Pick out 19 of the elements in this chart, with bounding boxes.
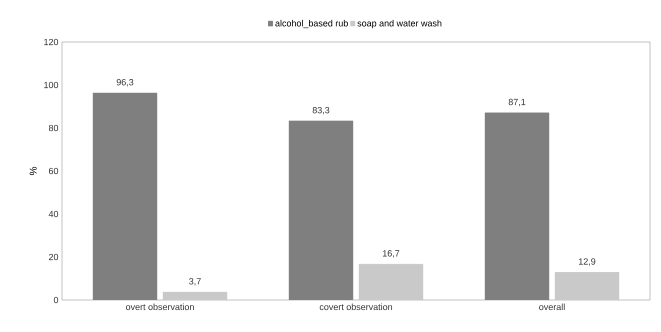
legend-label: alcohol_based rub [275, 20, 348, 28]
y-tick-label: 20 [48, 254, 58, 260]
data-label: 12,9 [578, 258, 596, 266]
data-label: 96,3 [116, 79, 134, 86]
x-tick-label: overt observation [126, 304, 194, 310]
data-label: 16,7 [382, 250, 400, 258]
data-label: 3,7 [189, 278, 201, 286]
y-tick-label: 120 [44, 38, 58, 46]
data-label: 87,1 [508, 98, 526, 106]
x-tick-label: overall [539, 304, 565, 310]
y-axis-title: % [30, 166, 37, 176]
y-tick-label: 80 [48, 124, 58, 132]
y-tick-label: 0 [54, 296, 58, 304]
x-tick-label: covert observation [320, 304, 392, 310]
y-tick-label: 40 [48, 210, 58, 218]
data-label: 83,3 [312, 106, 330, 114]
legend-label: soap and water wash [357, 20, 442, 28]
y-tick-label: 100 [44, 82, 58, 88]
y-tick-label: 60 [48, 168, 58, 174]
